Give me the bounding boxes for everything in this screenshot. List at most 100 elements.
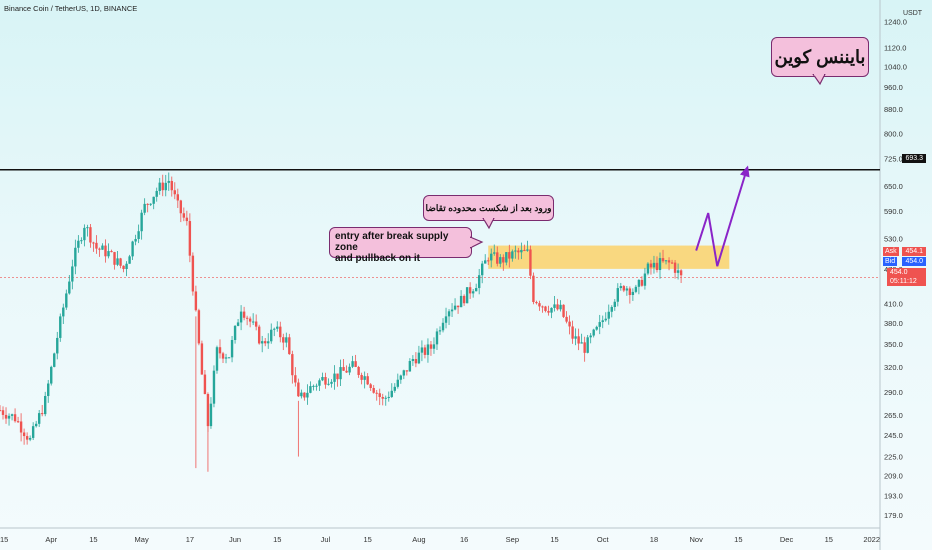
symbol-title: Binance Coin / TetherUS, 1D, BINANCE <box>4 4 138 13</box>
candle-body <box>107 251 110 257</box>
candle-body <box>598 322 601 327</box>
candle-body <box>294 375 297 383</box>
candle-body <box>221 353 225 359</box>
candle-body <box>25 436 29 440</box>
candle-body <box>393 386 396 391</box>
candle-body <box>285 337 288 343</box>
candle-body <box>170 180 173 191</box>
candle-body <box>282 337 285 343</box>
candle-body <box>309 386 312 393</box>
candle-body <box>613 301 616 307</box>
candle-body <box>197 310 201 344</box>
candle-body <box>604 318 607 321</box>
candle-body <box>595 326 598 330</box>
persian-title-pointer <box>812 74 826 86</box>
last-price-tag: 454.0 <box>887 268 926 277</box>
time-tick-label: Aug <box>412 535 425 544</box>
candle-body <box>339 367 342 380</box>
candle-body <box>254 321 258 327</box>
candle-body <box>502 257 505 263</box>
candle-body <box>477 275 481 289</box>
candle-body <box>378 393 381 397</box>
price-tick-label: 530.0 <box>884 234 903 243</box>
candle-body <box>568 321 571 327</box>
candle-body <box>306 392 309 398</box>
candle-body <box>490 253 493 261</box>
price-tick-label: 1120.0 <box>884 44 906 53</box>
candle-body <box>62 307 65 317</box>
candle-body <box>565 316 568 322</box>
candle-body <box>233 325 237 341</box>
candle-body <box>420 347 424 353</box>
candle-body <box>423 347 427 355</box>
candle-body <box>342 367 345 371</box>
candle-body <box>456 305 460 308</box>
time-tick-label: Jul <box>321 535 331 544</box>
candle-body <box>523 249 526 251</box>
projection-path[interactable] <box>695 167 749 267</box>
candle-body <box>399 375 403 380</box>
candle-body <box>68 281 71 294</box>
candle-body <box>661 258 665 262</box>
candle-body <box>345 370 348 373</box>
candle-body <box>381 396 384 399</box>
candle-body <box>291 354 294 376</box>
candle-body <box>493 252 496 254</box>
candle-body <box>143 203 146 213</box>
candle-body <box>71 266 74 282</box>
candle-body <box>179 200 183 214</box>
candle-body <box>44 396 47 415</box>
candle-body <box>270 329 273 342</box>
candle-body <box>607 311 610 319</box>
candle-body <box>0 410 2 412</box>
candle-body <box>47 383 50 396</box>
time-tick-label: 18 <box>650 535 658 544</box>
candle-body <box>592 329 595 336</box>
candle-body <box>312 385 315 387</box>
candle-body <box>499 257 502 264</box>
time-axis[interactable]: 15 Apr 15 May 17 Jun 15 Jul 15 Aug 16 Sep 15 Oct 18 Nov… <box>0 535 880 544</box>
candle-body <box>673 262 677 273</box>
projection-arrowhead <box>739 165 750 178</box>
entry-fa-callout: ورود بعد از شکست محدوده تقاضا <box>423 195 554 221</box>
candle-body <box>468 287 472 294</box>
candle-body <box>511 251 514 259</box>
candle-body <box>369 384 372 388</box>
candle-body <box>92 242 95 244</box>
time-tick-label: Oct <box>597 535 610 544</box>
candle-body <box>227 357 231 359</box>
price-tick-label: 350.0 <box>884 340 903 349</box>
candle-body <box>631 291 635 296</box>
candle-body <box>74 247 77 267</box>
candle-body <box>664 260 668 262</box>
price-tick-label: 590.0 <box>884 207 903 216</box>
candle-body <box>417 352 421 364</box>
candle-body <box>40 413 44 415</box>
candle-body <box>480 263 484 276</box>
candle-body <box>7 415 11 419</box>
candle-body <box>257 326 261 344</box>
candle-body <box>414 359 418 364</box>
candle-body <box>86 227 89 229</box>
candle-body <box>667 260 671 263</box>
candle-body <box>239 311 243 323</box>
candle-body <box>508 252 511 259</box>
price-axis[interactable]: 1240.0 1120.0 1040.0 960.0 880.0 800.0 725.0 65… <box>884 18 907 520</box>
ask-price-tag: 454.1 <box>902 247 926 256</box>
time-tick-label: 15 <box>550 535 558 544</box>
candle-body <box>438 330 442 332</box>
entry-en-line2: and pullback on it <box>335 253 421 264</box>
candle-body <box>297 382 300 397</box>
time-tick-label: 16 <box>460 535 468 544</box>
candle-body <box>152 196 155 204</box>
candle-body <box>586 337 589 353</box>
candle-body <box>89 227 92 243</box>
candle-body <box>589 335 592 338</box>
candle-body <box>95 242 98 249</box>
candle-body <box>104 245 107 257</box>
candle-body <box>643 273 647 286</box>
candle-body <box>514 250 517 252</box>
candle-body <box>625 288 629 291</box>
